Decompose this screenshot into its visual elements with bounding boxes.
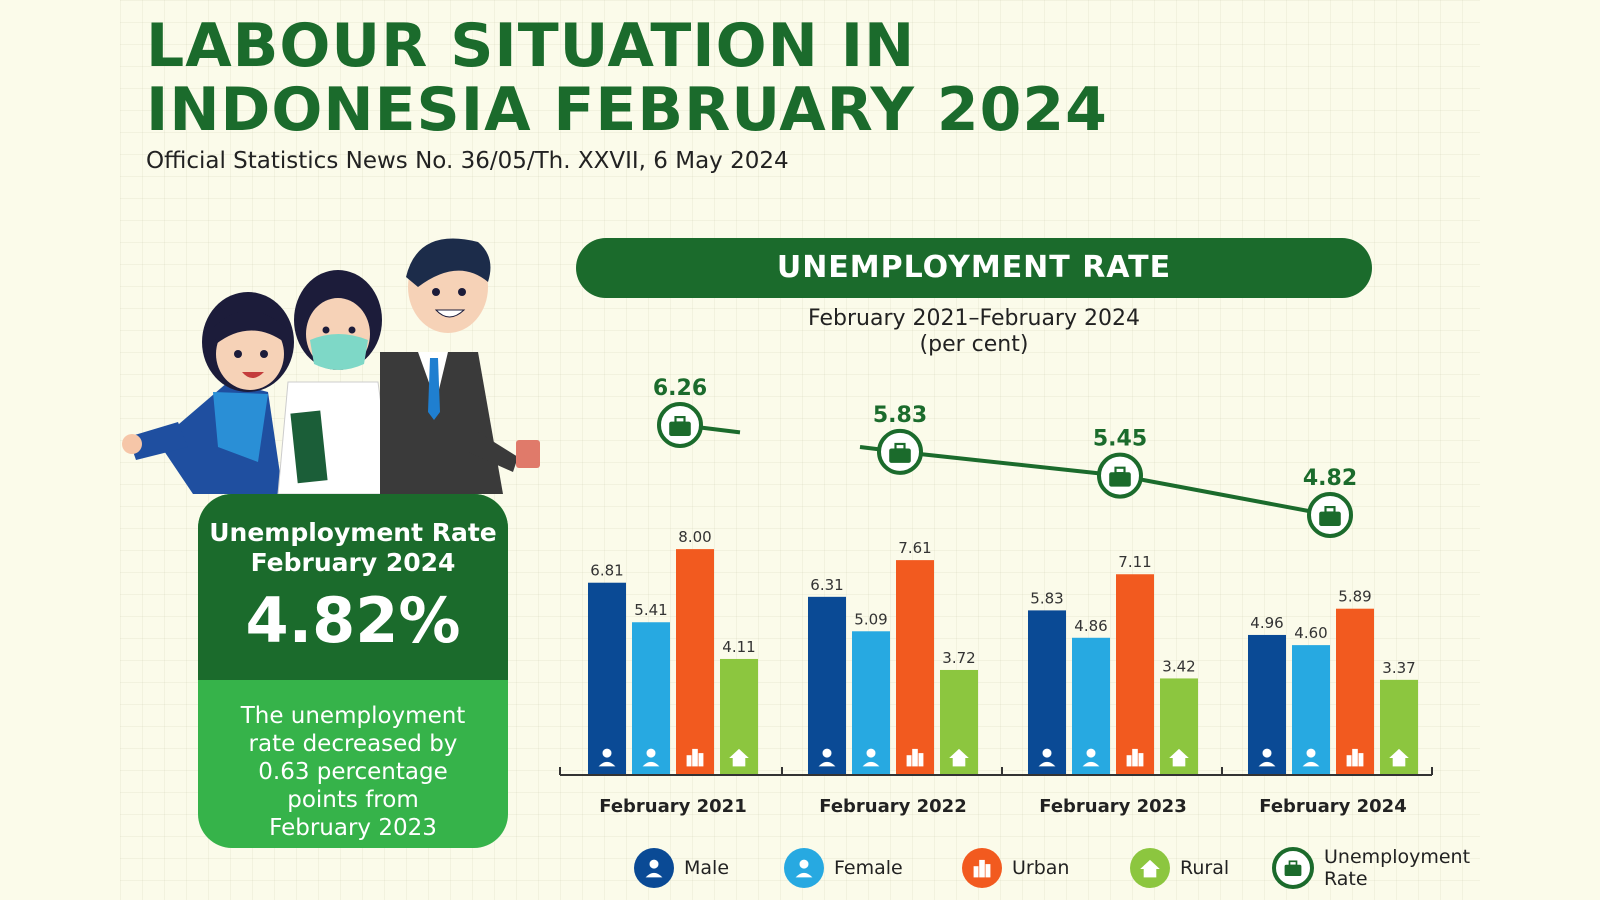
- legend-label: Male: [684, 857, 730, 879]
- bar-male: [1028, 610, 1066, 775]
- person-icon: [645, 859, 663, 878]
- bar-value-label: 6.31: [810, 576, 843, 594]
- bar-value-label: 7.11: [1118, 553, 1151, 571]
- bar-value-label: 4.11: [722, 638, 755, 656]
- bar-urban: [1336, 608, 1374, 775]
- bar-male: [588, 582, 626, 775]
- kpi-label: Unemployment Rate February 2024: [209, 518, 497, 577]
- legend-label: Rural: [1180, 857, 1230, 879]
- city-icon: [906, 748, 924, 767]
- legend-item-3: Urban: [962, 848, 1069, 888]
- kpi-description: The unemployment rate decreased by 0.63 …: [240, 703, 466, 841]
- bar-male: [808, 596, 846, 775]
- bar-value-label: 4.60: [1294, 624, 1327, 642]
- x-tick-label: February 2022: [819, 796, 966, 817]
- person-icon: [1082, 748, 1100, 767]
- city-icon: [973, 859, 991, 878]
- unemployment-line-group: [679, 423, 1331, 517]
- house-icon: [729, 748, 749, 767]
- bar-value-label: 6.81: [590, 562, 623, 580]
- legend-label: Unemployment Rate: [1324, 846, 1471, 890]
- briefcase-icon: [1109, 466, 1131, 487]
- line-value-label: 5.83: [873, 403, 927, 428]
- person-icon: [598, 748, 616, 767]
- chart-unit: (per cent): [919, 332, 1029, 357]
- bar-value-label: 5.89: [1338, 588, 1371, 606]
- line-value-label: 4.82: [1303, 466, 1357, 491]
- x-tick-label: February 2023: [1039, 796, 1186, 817]
- line-value-label: 6.26: [653, 376, 707, 401]
- person-icon: [818, 748, 836, 767]
- kpi-top-panel: Unemployment Rate February 2024 4.82%: [198, 494, 508, 680]
- legend-item-5: Unemployment Rate: [1272, 846, 1471, 890]
- briefcase-icon: [889, 442, 911, 463]
- people-illustration: [122, 238, 540, 494]
- person-icon: [862, 748, 880, 767]
- bar-value-label: 7.61: [898, 539, 931, 557]
- unemployment-line: [859, 445, 1331, 517]
- person-icon: [1302, 748, 1320, 767]
- page-title: LABOUR SITUATION IN INDONESIA FEBRUARY 2…: [146, 14, 1166, 142]
- kpi-card: Unemployment Rate February 2024 4.82% Th…: [198, 494, 508, 848]
- chart-period-range: February 2021–February 2024: [808, 306, 1140, 331]
- page-title-text: LABOUR SITUATION IN INDONESIA FEBRUARY 2…: [146, 11, 1108, 145]
- legend-item-4: Rural: [1130, 848, 1229, 888]
- legend-label: Female: [834, 857, 903, 879]
- legend-item-2: Female: [784, 848, 903, 888]
- chart-period: February 2021–February 2024 (per cent): [576, 306, 1372, 358]
- person-icon: [1258, 748, 1276, 767]
- person-icon: [1038, 748, 1056, 767]
- student-girl-figure: [122, 292, 294, 494]
- legend-item-1: Male: [634, 848, 729, 888]
- x-tick-label: February 2024: [1259, 796, 1406, 817]
- bar-value-label: 5.83: [1030, 589, 1063, 607]
- house-icon: [1140, 859, 1160, 878]
- legend-label: Urban: [1012, 857, 1070, 879]
- city-icon: [686, 748, 704, 767]
- page-subtitle: Official Statistics News No. 36/05/Th. X…: [146, 148, 789, 174]
- bar-urban: [676, 549, 714, 775]
- house-icon: [949, 748, 969, 767]
- briefcase-icon: [669, 416, 691, 436]
- office-man-figure: [380, 238, 540, 494]
- briefcase-icon: [1284, 860, 1302, 876]
- student-mask-figure: [277, 270, 394, 494]
- bar-value-label: 3.72: [942, 649, 975, 667]
- bar-urban: [1116, 574, 1154, 775]
- bar-value-label: 4.96: [1250, 614, 1283, 632]
- bar-value-label: 5.09: [854, 610, 887, 628]
- briefcase-icon: [1319, 506, 1341, 526]
- chart-title-banner: UNEMPLOYMENT RATE: [576, 238, 1372, 298]
- city-icon: [1346, 748, 1364, 767]
- city-icon: [1126, 748, 1144, 767]
- bar-urban: [896, 560, 934, 775]
- person-icon: [784, 848, 824, 888]
- bar-value-label: 3.42: [1162, 657, 1195, 675]
- bar-value-label: 8.00: [678, 528, 711, 546]
- bar-value-label: 5.41: [634, 601, 667, 619]
- house-icon: [1389, 748, 1409, 767]
- bar-value-label: 3.37: [1382, 659, 1415, 677]
- person-icon: [642, 748, 660, 767]
- bar-value-label: 4.86: [1074, 617, 1107, 635]
- line-value-label: 5.45: [1093, 427, 1147, 452]
- city-icon: [962, 848, 1002, 888]
- briefcase-icon: [1272, 847, 1314, 889]
- person-icon: [634, 848, 674, 888]
- x-tick-label: February 2021: [599, 796, 746, 817]
- house-icon: [1169, 748, 1189, 767]
- house-icon: [1130, 848, 1170, 888]
- kpi-value: 4.82%: [245, 584, 461, 657]
- person-icon: [795, 859, 813, 878]
